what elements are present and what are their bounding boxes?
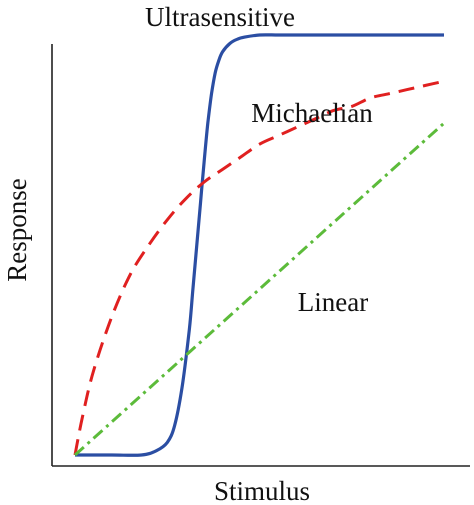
series-layer	[73, 33, 446, 457]
series-line-michaelian	[73, 79, 445, 456]
x-axis-label: Stimulus	[214, 476, 310, 505]
series-line-linear	[73, 122, 446, 457]
series-line-ultrasensitive	[74, 33, 444, 457]
annotation-linear: Linear	[298, 287, 368, 317]
y-axis-label: Response	[2, 178, 32, 282]
annotation-michaelian: Michaelian	[251, 98, 373, 128]
annotation-ultrasensitive: Ultrasensitive	[145, 2, 295, 32]
